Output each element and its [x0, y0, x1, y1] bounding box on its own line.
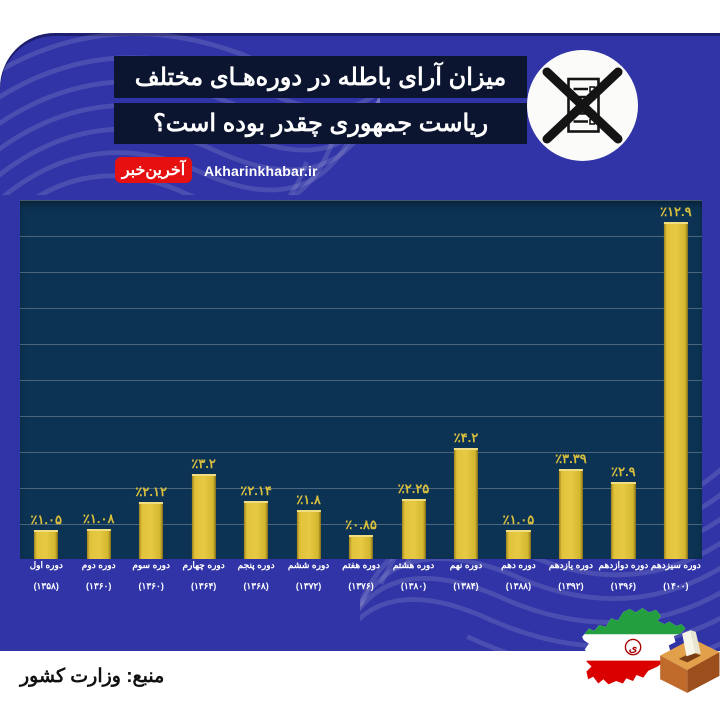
svg-text:ی: ی: [629, 642, 638, 654]
